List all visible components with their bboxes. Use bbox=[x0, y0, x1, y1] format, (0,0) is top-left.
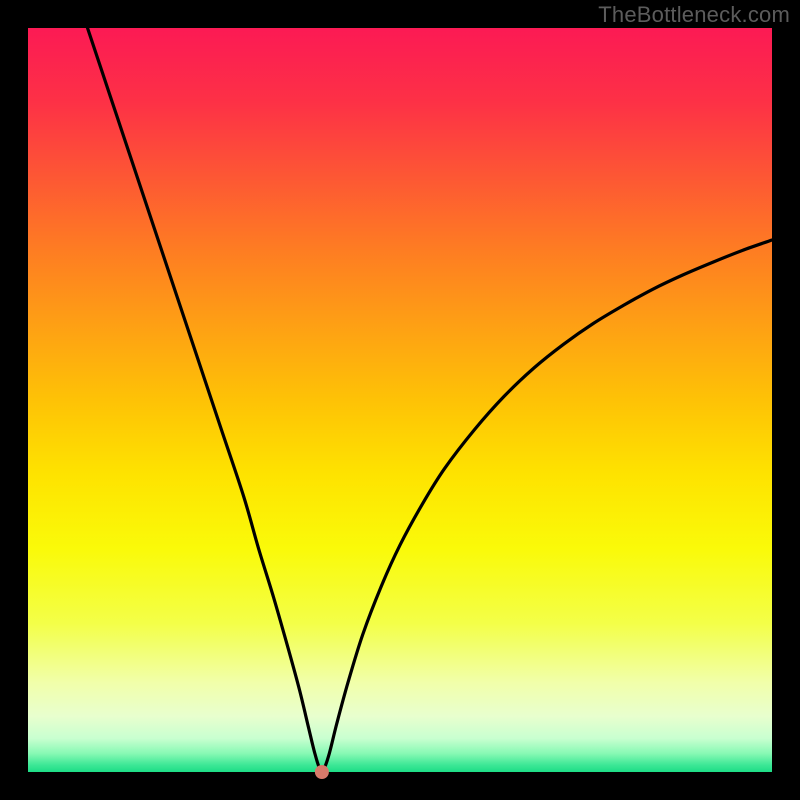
bottleneck-chart bbox=[0, 0, 800, 800]
plot-background bbox=[28, 28, 772, 772]
watermark-text: TheBottleneck.com bbox=[598, 2, 790, 28]
optimal-point-marker bbox=[315, 765, 329, 779]
chart-container: TheBottleneck.com bbox=[0, 0, 800, 800]
